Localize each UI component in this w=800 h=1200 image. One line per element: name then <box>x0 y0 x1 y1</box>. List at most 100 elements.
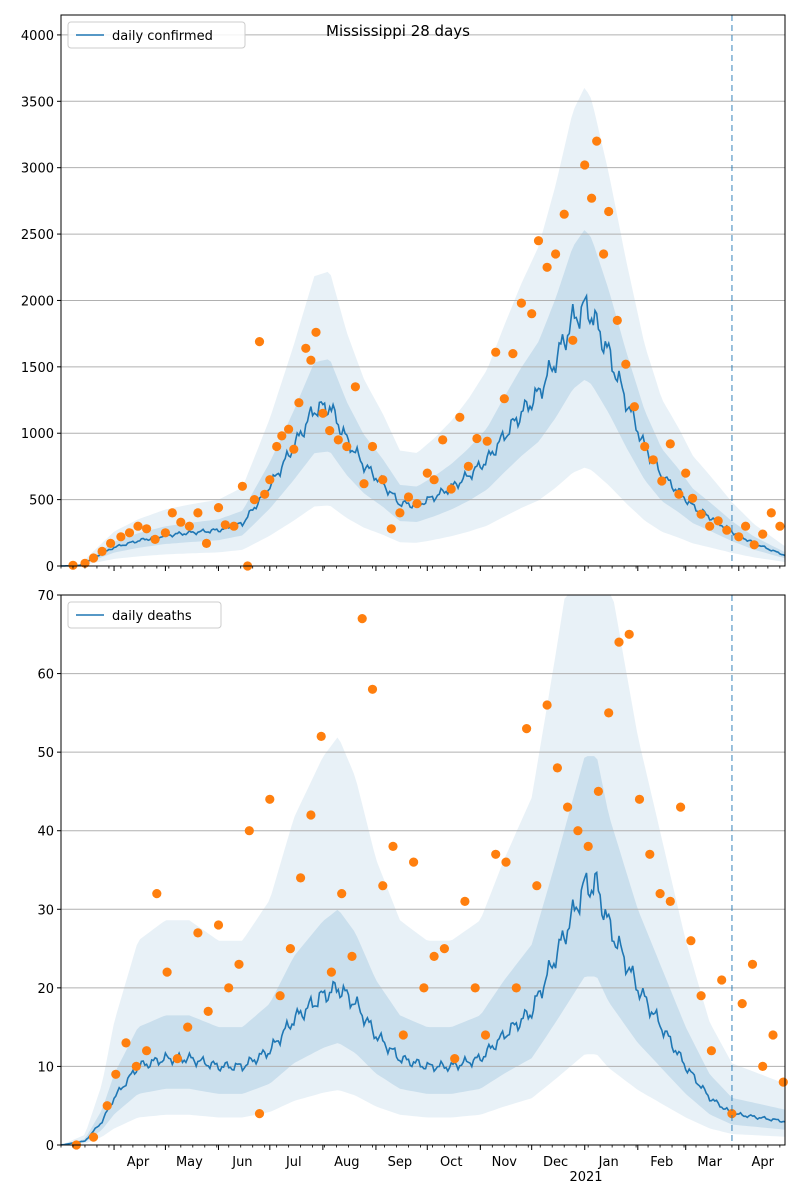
x-month-label-4: Aug <box>334 1155 359 1170</box>
deaths-observed-point-1 <box>88 1132 99 1142</box>
confirmed-observed-point-17 <box>220 520 230 530</box>
x-month-label-12: Apr <box>751 1155 774 1170</box>
confirmed-observed-point-7 <box>133 521 143 531</box>
confirmed-observed-point-39 <box>367 441 378 452</box>
confirmed-observed-point-22 <box>254 337 265 347</box>
confirmed-y-tick-label-0: 0 <box>46 560 54 575</box>
confirmed-chart: 0 500 1000 1500 2000 2500 3000 3500 4000 daily c… <box>21 14 786 575</box>
confirmed-observed-point-33 <box>318 408 328 418</box>
confirmed-observed-point-16 <box>213 503 224 513</box>
deaths-observed-point-56 <box>655 889 665 899</box>
chart-title: Mississippi 28 days <box>326 22 470 40</box>
confirmed-observed-point-42 <box>395 508 405 518</box>
deaths-observed-point-3 <box>111 1069 121 1079</box>
confirmed-observed-point-47 <box>438 435 448 445</box>
confirmed-observed-point-67 <box>604 206 614 217</box>
deaths-observed-point-33 <box>419 983 429 993</box>
confirmed-observed-point-66 <box>599 249 609 259</box>
confirmed-observed-point-5 <box>116 532 126 542</box>
confirmed-y-tick-label-4000: 4000 <box>21 29 54 44</box>
x-axis-year-label: 2021 <box>569 1170 602 1185</box>
x-month-label-8: Dec <box>543 1155 568 1170</box>
confirmed-observed-point-68 <box>612 315 622 325</box>
confirmed-observed-point-73 <box>657 476 667 486</box>
confirmed-observed-point-40 <box>378 475 388 485</box>
confirmed-observed-point-26 <box>277 431 287 441</box>
confirmed-observed-point-52 <box>482 436 492 446</box>
confirmed-observed-point-37 <box>350 382 360 392</box>
confirmed-observed-point-87 <box>775 521 785 531</box>
deaths-chart: 0 10 20 30 40 50 60 70 daily deaths <box>37 589 788 1154</box>
x-month-label-11: Mar <box>697 1155 722 1170</box>
confirmed-observed-point-0 <box>68 560 78 570</box>
deaths-observed-point-6 <box>142 1046 152 1056</box>
confirmed-observed-point-36 <box>342 441 352 452</box>
x-month-label-5: Sep <box>388 1155 413 1170</box>
confirmed-observed-point-49 <box>455 412 465 422</box>
confirmed-observed-point-18 <box>229 521 239 531</box>
deaths-observed-point-66 <box>758 1061 768 1071</box>
deaths-observed-point-23 <box>316 731 326 742</box>
deaths-uncertainty-bands <box>61 595 785 1145</box>
confirmed-observed-point-63 <box>580 160 590 170</box>
deaths-y-tick-label-50: 50 <box>37 746 54 761</box>
deaths-observed-point-45 <box>542 700 552 710</box>
deaths-observed-point-12 <box>203 1006 213 1017</box>
confirmed-y-tick-label-2000: 2000 <box>21 294 54 309</box>
deaths-observed-point-9 <box>172 1054 182 1064</box>
confirmed-legend: daily confirmed <box>67 21 246 49</box>
deaths-observed-point-67 <box>768 1030 778 1040</box>
deaths-observed-point-8 <box>162 967 172 977</box>
confirmed-observed-point-9 <box>150 534 160 545</box>
confirmed-observed-point-70 <box>629 402 640 412</box>
confirmed-observed-point-84 <box>749 540 759 550</box>
confirmed-x-axis <box>60 566 781 571</box>
confirmed-observed-point-86 <box>766 508 776 518</box>
confirmed-observed-point-21 <box>249 495 259 505</box>
confirmed-observed-point-78 <box>696 509 706 519</box>
confirmed-observed-point-6 <box>124 528 135 538</box>
confirmed-observed-point-71 <box>640 441 650 452</box>
deaths-observed-point-42 <box>511 983 521 993</box>
confirmed-y-tick-label-1500: 1500 <box>21 361 54 376</box>
confirmed-observed-point-34 <box>325 426 335 436</box>
deaths-y-tick-label-30: 30 <box>37 903 54 918</box>
confirmed-observed-point-54 <box>499 394 509 404</box>
confirmed-observed-point-53 <box>491 347 501 357</box>
confirmed-observed-point-28 <box>289 444 299 454</box>
deaths-observed-point-2 <box>102 1101 112 1111</box>
deaths-observed-point-25 <box>337 889 347 899</box>
confirmed-observed-point-8 <box>142 524 152 534</box>
confirmed-observed-point-23 <box>260 489 270 499</box>
x-month-label-6: Oct <box>440 1155 462 1170</box>
deaths-observed-point-30 <box>388 841 398 852</box>
confirmed-observed-point-4 <box>106 538 116 549</box>
deaths-observed-point-32 <box>409 857 419 867</box>
deaths-observed-point-49 <box>583 841 593 852</box>
deaths-observed-point-63 <box>727 1109 737 1119</box>
deaths-observed-point-24 <box>326 967 336 977</box>
confirmed-observed-point-43 <box>403 492 414 502</box>
confirmed-observed-point-57 <box>527 309 537 319</box>
confirmed-observed-point-35 <box>333 435 343 445</box>
deaths-observed-point-39 <box>480 1030 491 1040</box>
deaths-observed-point-37 <box>460 896 470 907</box>
confirmed-observed-point-29 <box>294 398 304 408</box>
deaths-observed-point-38 <box>470 983 480 993</box>
deaths-observed-point-28 <box>367 684 378 694</box>
confirmed-observed-point-58 <box>533 236 544 246</box>
confirmed-observed-point-12 <box>176 517 186 527</box>
deaths-observed-point-19 <box>275 991 285 1001</box>
deaths-observed-point-40 <box>491 849 501 859</box>
confirmed-y-tick-label-500: 500 <box>29 494 54 509</box>
confirmed-observed-point-48 <box>446 484 456 494</box>
confirmed-observed-point-56 <box>516 298 527 308</box>
confirmed-observed-point-31 <box>306 355 316 365</box>
deaths-observed-point-34 <box>429 951 439 962</box>
deaths-observed-point-15 <box>234 959 244 969</box>
x-month-label-10: Feb <box>650 1155 673 1170</box>
confirmed-band-inner <box>61 230 785 566</box>
deaths-observed-point-18 <box>265 794 275 804</box>
confirmed-plot-frame <box>60 14 786 567</box>
deaths-observed-point-26 <box>347 951 357 962</box>
